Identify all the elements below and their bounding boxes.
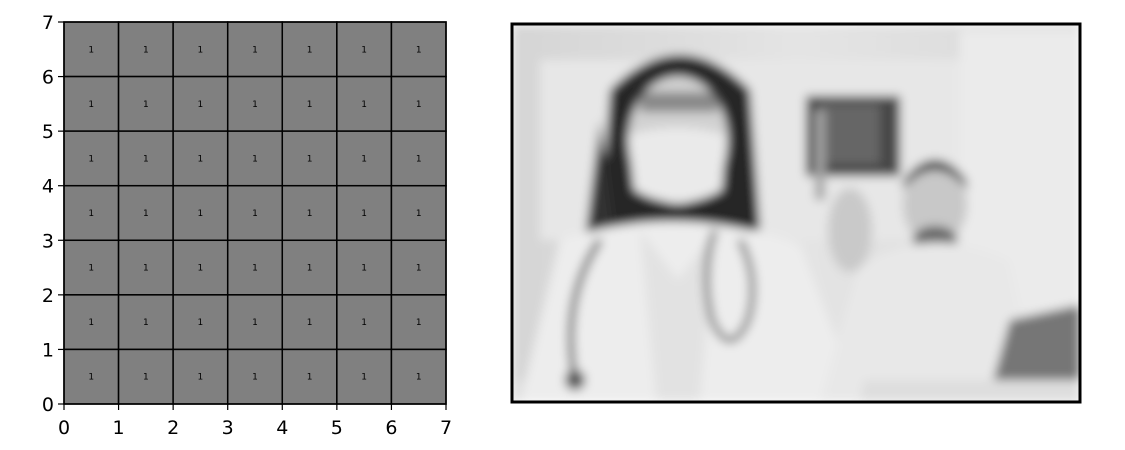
grid-cell [63,239,120,296]
cell-value-label: 1 [198,318,204,328]
grid-cell [172,239,229,296]
grid-cell [390,184,447,242]
x-tick-label: 5 [331,417,343,439]
cell-value-label: 1 [143,45,149,55]
cell-value-label: 1 [307,100,313,110]
grid-cell [117,130,174,187]
cell-value-label: 1 [416,373,422,383]
cell-value-label: 1 [143,318,149,328]
y-tick-label: 4 [42,176,54,198]
cell-value-label: 1 [88,154,94,164]
axes-frame [63,21,447,405]
cell-value-label: 1 [361,100,367,110]
grid-cell [226,348,284,405]
cell-value-label: 1 [361,264,367,274]
grid-cell [172,75,229,132]
cell-value-label: 1 [416,209,422,219]
cell-value-label: 1 [416,45,422,55]
x-axis: 0 1 2 3 4 5 6 7 [58,404,452,439]
cell-value-label: 1 [416,100,422,110]
cell-value-label: 1 [88,264,94,274]
grid-cell [336,130,393,187]
x-tick-label: 4 [276,417,288,439]
y-tick-label: 7 [42,12,54,34]
grid-cell [390,130,447,187]
cell-value-label: 1 [143,154,149,164]
grid-cell [390,75,447,132]
grid-chart: 1 1 1 1 1 1 1 1 1 1 1 1 1 1 1 1 1 1 1 1 1 1 1 1 1 1 1 1 1 1 1 1 1 1 1 1 1 1 1 1… [42,12,452,439]
grid-cell-labels: 1 1 1 1 1 1 1 1 1 1 1 1 1 1 1 1 1 1 1 1 1 1 1 1 1 1 1 1 1 1 1 1 1 1 1 1 1 1 1 1… [88,45,421,382]
y-axis: 0 1 2 3 4 5 6 7 [42,12,64,416]
cell-value-label: 1 [361,373,367,383]
grid-cell [117,21,174,78]
grid-cell [117,294,174,351]
grid-cell [226,130,284,187]
x-tick-label: 2 [167,417,179,439]
y-tick-label: 0 [42,394,54,416]
cell-value-label: 1 [416,154,422,164]
grid-cell [281,75,338,132]
cell-value-label: 1 [307,45,313,55]
cell-value-label: 1 [88,100,94,110]
cell-value-label: 1 [88,318,94,328]
cell-value-label: 1 [252,154,258,164]
grid-cell [117,184,174,242]
grid-cell [336,21,393,78]
cell-value-label: 1 [361,154,367,164]
cell-value-label: 1 [198,264,204,274]
grid-cell [172,348,229,405]
grid-cell [172,130,229,187]
cell-value-label: 1 [198,209,204,219]
cell-value-label: 1 [252,45,258,55]
x-tick-label: 1 [113,417,125,439]
cell-value-label: 1 [143,209,149,219]
grid-cell [336,184,393,242]
y-tick-label: 5 [42,121,54,143]
x-tick-label: 7 [440,417,452,439]
cell-value-label: 1 [307,373,313,383]
cell-value-label: 1 [143,100,149,110]
cell-value-label: 1 [307,318,313,328]
cell-value-label: 1 [88,373,94,383]
cell-value-label: 1 [307,154,313,164]
doctor-photo [510,22,1082,404]
cell-value-label: 1 [252,318,258,328]
grid-cell [281,130,338,187]
cell-value-label: 1 [361,318,367,328]
cell-value-label: 1 [88,209,94,219]
cell-value-label: 1 [252,264,258,274]
cell-value-label: 1 [252,100,258,110]
grid-cell [281,348,338,405]
grid-cell [390,348,447,405]
cell-value-label: 1 [198,373,204,383]
y-tick-label: 1 [42,339,54,361]
y-tick-label: 2 [42,285,54,307]
photo-frame [510,22,1082,404]
cell-value-label: 1 [307,264,313,274]
x-tick-label: 6 [385,417,397,439]
grid-cells [63,21,447,405]
y-tick-label: 3 [42,230,54,252]
x-tick-label: 0 [58,417,70,439]
cell-value-label: 1 [416,264,422,274]
cell-value-label: 1 [361,45,367,55]
y-tick-label: 6 [42,67,54,89]
cell-value-label: 1 [198,154,204,164]
grid-cell [63,184,120,242]
cell-value-label: 1 [252,209,258,219]
cell-value-label: 1 [252,373,258,383]
cell-value-label: 1 [88,45,94,55]
cell-value-label: 1 [307,209,313,219]
cell-value-label: 1 [143,373,149,383]
grid-cell [390,294,447,351]
cell-value-label: 1 [416,318,422,328]
cell-value-label: 1 [198,45,204,55]
grid-cell [336,348,393,405]
x-tick-label: 3 [222,417,234,439]
cell-value-label: 1 [361,209,367,219]
grid-cell [63,294,120,351]
cell-value-label: 1 [143,264,149,274]
cell-value-label: 1 [198,100,204,110]
